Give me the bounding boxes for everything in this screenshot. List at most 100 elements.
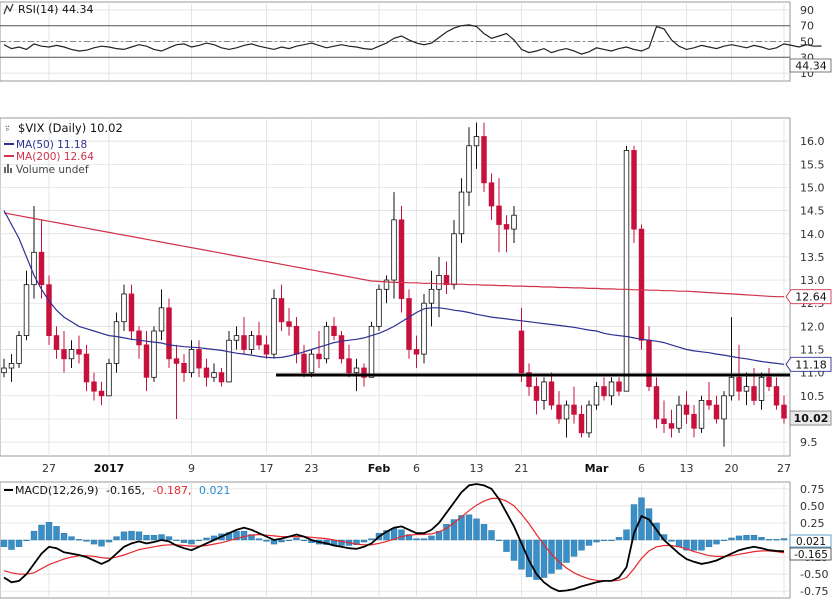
candle-body xyxy=(668,423,675,429)
candle-body xyxy=(173,358,180,364)
price-panel: 16.015.515.014.514.013.513.012.512.011.5… xyxy=(0,117,832,457)
price-frame xyxy=(0,117,791,457)
macd-histogram-bar xyxy=(735,535,743,541)
macd-histogram-bar xyxy=(465,514,473,541)
macd-histogram-bar xyxy=(750,535,758,541)
macd-histogram-bar xyxy=(38,524,45,541)
date-tick-label: 13 xyxy=(470,462,484,475)
date-tick-label: 17 xyxy=(260,462,274,475)
candle-body xyxy=(16,335,22,364)
macd-histogram-bar xyxy=(510,539,518,561)
candle-body xyxy=(196,349,202,369)
macd-histogram-bar xyxy=(608,539,615,542)
volume-icon-bar-2 xyxy=(7,164,9,173)
macd-histogram-bar xyxy=(23,539,30,542)
macd-histogram-bar xyxy=(165,536,173,541)
macd-histogram-bar xyxy=(435,530,443,541)
candle-body xyxy=(586,404,592,434)
candle-body xyxy=(728,376,735,397)
macd-tick-label: 0.75 xyxy=(800,483,825,496)
macd-histogram-bar xyxy=(720,539,728,542)
candle-body xyxy=(503,224,510,230)
candle-body xyxy=(226,339,232,383)
macd-histogram-bar xyxy=(240,530,248,541)
macd-histogram-bar xyxy=(765,539,773,541)
date-tick-label: 23 xyxy=(305,462,319,475)
macd-histogram-bar xyxy=(383,530,390,541)
macd-histogram-bar xyxy=(128,530,135,541)
candle-body xyxy=(578,413,585,434)
macd-histogram-bar xyxy=(360,539,368,543)
macd-histogram-bar xyxy=(45,522,53,541)
candle-body xyxy=(46,284,52,337)
ma200-value-label: 12.64 xyxy=(785,289,832,305)
candle-body xyxy=(691,413,697,429)
candle-body xyxy=(263,344,270,355)
rsi-label: RSI(14) 44.34 xyxy=(18,3,93,16)
macd-histogram-bar xyxy=(503,539,510,552)
candle-body xyxy=(736,376,742,392)
candle-body xyxy=(413,349,420,355)
macd-histogram-bar xyxy=(728,537,735,541)
date-tick-label: 6 xyxy=(638,462,645,475)
candle-body xyxy=(766,376,772,387)
candle-body xyxy=(661,418,667,424)
macd-histogram-bar xyxy=(135,531,143,541)
macd-histogram-bar xyxy=(630,504,638,541)
macd-histogram-bar xyxy=(60,532,68,541)
candle-body xyxy=(751,386,757,401)
macd-histogram-bar xyxy=(180,539,188,543)
macd-histogram-bar xyxy=(405,534,413,541)
candle-body xyxy=(353,367,360,374)
rsi-tick-label: 90 xyxy=(800,4,814,17)
macd-histogram-bar xyxy=(195,539,203,542)
ma50-line xyxy=(3,210,785,365)
macd-histogram-bar xyxy=(255,538,263,541)
candle-body xyxy=(743,386,750,392)
candle-body xyxy=(458,191,465,235)
candle-body xyxy=(526,372,532,387)
ma50-label: MA(50) 11.18 xyxy=(16,139,87,151)
ma200-line xyxy=(3,212,784,298)
rsi-grid xyxy=(0,2,790,81)
candle-body xyxy=(241,335,247,350)
macd-histogram-bar xyxy=(353,539,360,545)
hist-value: 0.021 xyxy=(796,536,826,548)
candle-body xyxy=(211,372,217,378)
rsi-value-label: 44.34 xyxy=(789,58,832,73)
date-tick-label: 13 xyxy=(680,462,694,475)
candle-body xyxy=(323,325,330,360)
volume-icon-bar-3 xyxy=(10,168,12,173)
candle-body xyxy=(683,404,690,415)
macd-histogram-bar xyxy=(593,539,600,543)
candle-body xyxy=(631,150,637,230)
macd-histogram-bar xyxy=(68,536,75,541)
candle-body xyxy=(406,298,412,350)
candle-body xyxy=(713,404,720,420)
volume-bars-icon xyxy=(4,164,12,173)
candle-body xyxy=(301,353,307,374)
macd-histogram-bar xyxy=(458,515,465,541)
candle-body xyxy=(676,404,682,429)
candle-body xyxy=(368,325,375,378)
candle-body xyxy=(218,372,225,383)
candle-body xyxy=(698,400,705,429)
candle-body xyxy=(616,381,622,392)
macd-histogram-bar xyxy=(15,539,23,548)
macd-histogram-bar xyxy=(293,537,300,541)
candle-body xyxy=(68,349,75,360)
macd-histogram-bar xyxy=(368,538,375,541)
macd-histogram-bar xyxy=(0,539,8,548)
macd-histogram-bar xyxy=(578,539,585,551)
date-tick-label: 9 xyxy=(188,462,195,475)
macd-histogram-bar xyxy=(143,535,150,541)
candle-body xyxy=(31,251,37,286)
macd-histogram-bar xyxy=(443,524,450,541)
candle-body xyxy=(361,367,367,378)
price-legend: ⍤ $VIX (Daily) 10.02 MA(50) 11.18 MA(200… xyxy=(4,121,123,176)
date-tick-label: 27 xyxy=(777,462,791,475)
last-close-box xyxy=(789,410,832,426)
candle-body xyxy=(53,335,60,350)
last-close-value: 10.02 xyxy=(794,412,829,425)
macd-histogram-bar xyxy=(518,539,525,570)
